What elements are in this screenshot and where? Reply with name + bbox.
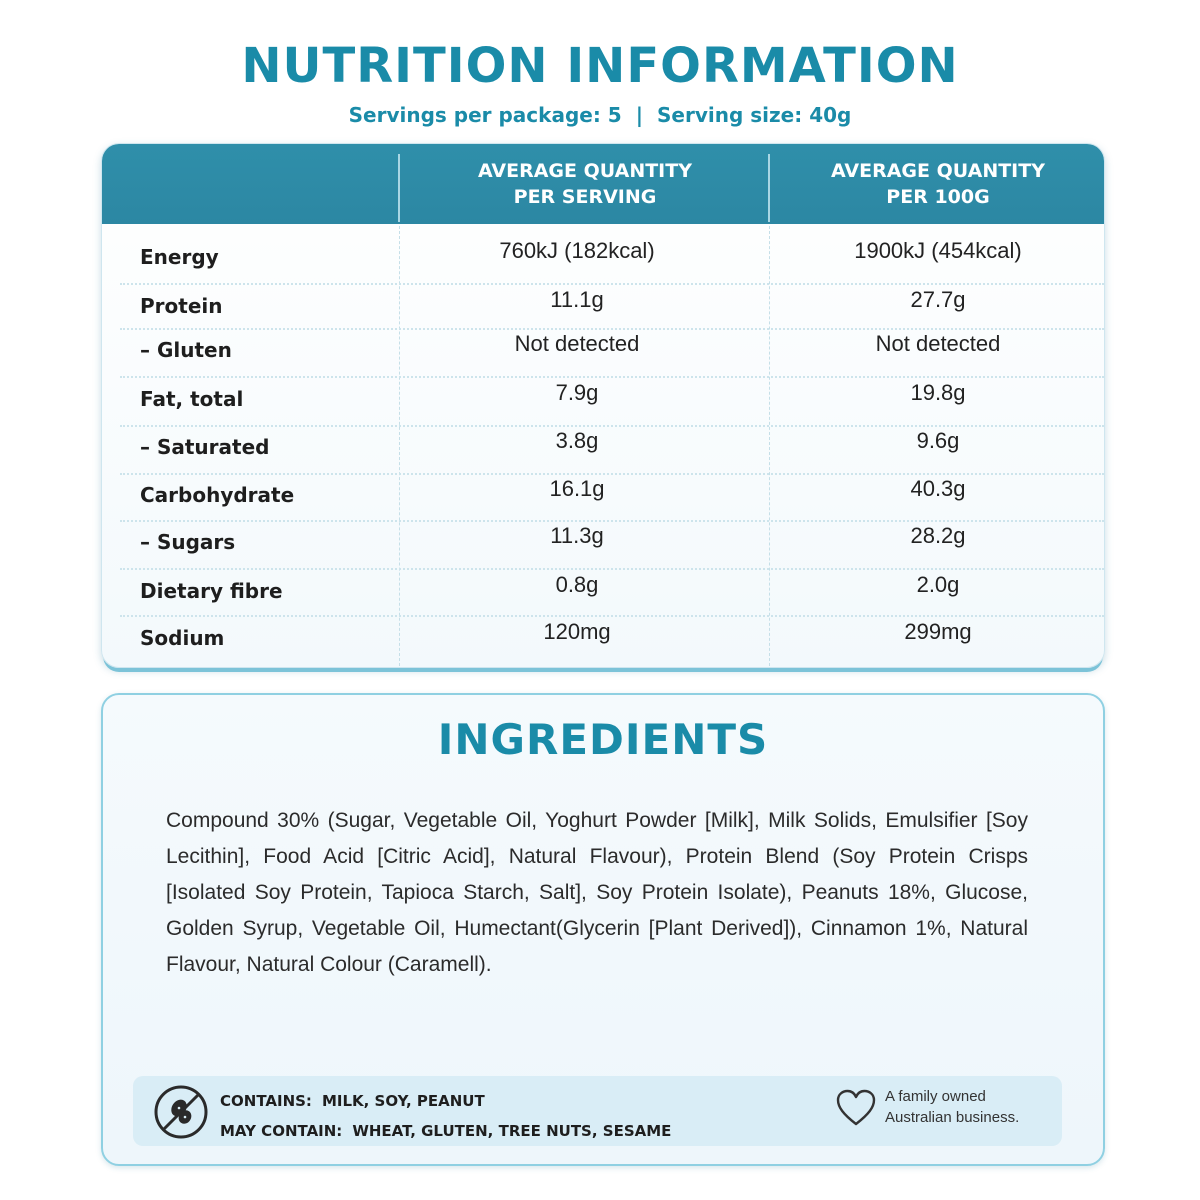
per-serving-value: 16.1g — [549, 476, 605, 501]
servings-separator: | — [635, 103, 644, 127]
table-row: Carbohydrate 16.1g 40.3g — [102, 471, 1104, 519]
row-divider — [120, 328, 1104, 330]
servings-per-package: Servings per package: 5 — [348, 103, 622, 127]
per-100g-value: 1900kJ (454kcal) — [854, 238, 1022, 263]
table-row: Dietary fibre 0.8g 2.0g — [102, 567, 1104, 615]
per-serving-value: 11.1g — [550, 287, 604, 312]
ingredients-text: Compound 30% (Sugar, Vegetable Oil, Yogh… — [166, 809, 1028, 976]
contains-label: CONTAINS: — [220, 1092, 312, 1110]
per-serving-value: 120mg — [543, 619, 611, 644]
badge-line: Australian business. — [885, 1109, 1020, 1126]
per-100g-value: 19.8g — [910, 380, 966, 405]
header-divider — [768, 154, 770, 222]
table-row: Protein 11.1g 27.7g — [102, 282, 1104, 330]
column-divider — [769, 226, 770, 666]
per-serving-value: 11.3g — [550, 523, 604, 548]
ingredients-title: INGREDIENTS — [437, 715, 769, 764]
per-100g-value: 299mg — [904, 619, 972, 644]
column-divider — [399, 226, 400, 666]
row-divider — [120, 568, 1104, 570]
allergen-bar: CONTAINS: MILK, SOY, PEANUT MAY CONTAIN: W… — [133, 1076, 1062, 1146]
table-row: Sodium 120mg 299mg — [102, 614, 1104, 662]
contains-value: MILK, SOY, PEANUT — [321, 1092, 485, 1110]
row-divider — [120, 615, 1104, 617]
row-divider — [120, 473, 1104, 475]
per-serving-value: Not detected — [514, 331, 640, 356]
page-title: NUTRITION INFORMATION — [241, 38, 959, 94]
per-100g-value: 28.2g — [910, 523, 966, 548]
column-header-per-serving: AVERAGE QUANTITY PER SERVING — [400, 158, 770, 210]
per-100g-value: 2.0g — [916, 572, 960, 597]
per-serving-value: 7.9g — [555, 380, 599, 405]
nutrient-name: Sodium — [140, 626, 225, 650]
no-nuts-icon — [154, 1085, 208, 1139]
row-divider — [120, 425, 1104, 427]
family-business-badge: A family owned Australian business. — [885, 1086, 1055, 1128]
table-row: Energy 760kJ (182kcal) 1900kJ (454kcal) — [102, 233, 1104, 281]
per-100g-value: Not detected — [875, 331, 1001, 356]
per-100g-value: 9.6g — [916, 428, 960, 453]
may-contain-line: MAY CONTAIN: WHEAT, GLUTEN, TREE NUTS, SE… — [220, 1122, 671, 1140]
per-100g-value: 27.7g — [910, 287, 966, 312]
row-divider — [120, 376, 1104, 378]
row-divider — [120, 283, 1104, 285]
nutrient-name: – Saturated — [140, 435, 270, 459]
table-row: – Saturated 3.8g 9.6g — [102, 423, 1104, 471]
table-header: AVERAGE QUANTITY PER SERVING AVERAGE QUA… — [102, 144, 1104, 224]
nutrient-name: – Sugars — [140, 530, 236, 554]
nutrient-name: Dietary fibre — [140, 579, 283, 603]
heart-icon — [836, 1089, 876, 1126]
column-header-line: AVERAGE QUANTITY — [831, 160, 1045, 182]
header-divider — [398, 154, 400, 222]
serving-size: Serving size: 40g — [657, 103, 852, 127]
per-serving-value: 3.8g — [555, 428, 599, 453]
column-header-per-100g: AVERAGE QUANTITY PER 100G — [770, 158, 1104, 210]
row-divider — [120, 520, 1104, 522]
per-serving-value: 0.8g — [555, 572, 599, 597]
contains-line: CONTAINS: MILK, SOY, PEANUT — [220, 1092, 485, 1110]
may-contain-label: MAY CONTAIN: — [220, 1122, 343, 1140]
nutrient-name: Carbohydrate — [140, 483, 295, 507]
nutrient-name: Energy — [140, 245, 219, 269]
per-100g-value: 40.3g — [910, 476, 966, 501]
nutrient-name: – Gluten — [140, 338, 232, 362]
ingredients-panel: INGREDIENTS Compound 30% (Sugar, Vegetab… — [101, 693, 1105, 1166]
per-serving-value: 760kJ (182kcal) — [499, 238, 655, 263]
nutrition-table: AVERAGE QUANTITY PER SERVING AVERAGE QUA… — [101, 143, 1105, 668]
column-header-line: PER SERVING — [513, 186, 657, 208]
may-contain-value: WHEAT, GLUTEN, TREE NUTS, SESAME — [352, 1122, 672, 1140]
nutrient-name: Protein — [140, 294, 223, 318]
table-row: – Gluten Not detected Not detected — [102, 326, 1104, 374]
serving-info: Servings per package: 5 | Serving size: 40… — [0, 103, 1200, 127]
column-header-line: AVERAGE QUANTITY — [478, 160, 692, 182]
badge-line: A family owned — [885, 1088, 986, 1105]
nutrient-name: Fat, total — [140, 387, 244, 411]
column-header-line: PER 100G — [886, 186, 990, 208]
table-row: – Sugars 11.3g 28.2g — [102, 518, 1104, 566]
table-row: Fat, total 7.9g 19.8g — [102, 375, 1104, 423]
